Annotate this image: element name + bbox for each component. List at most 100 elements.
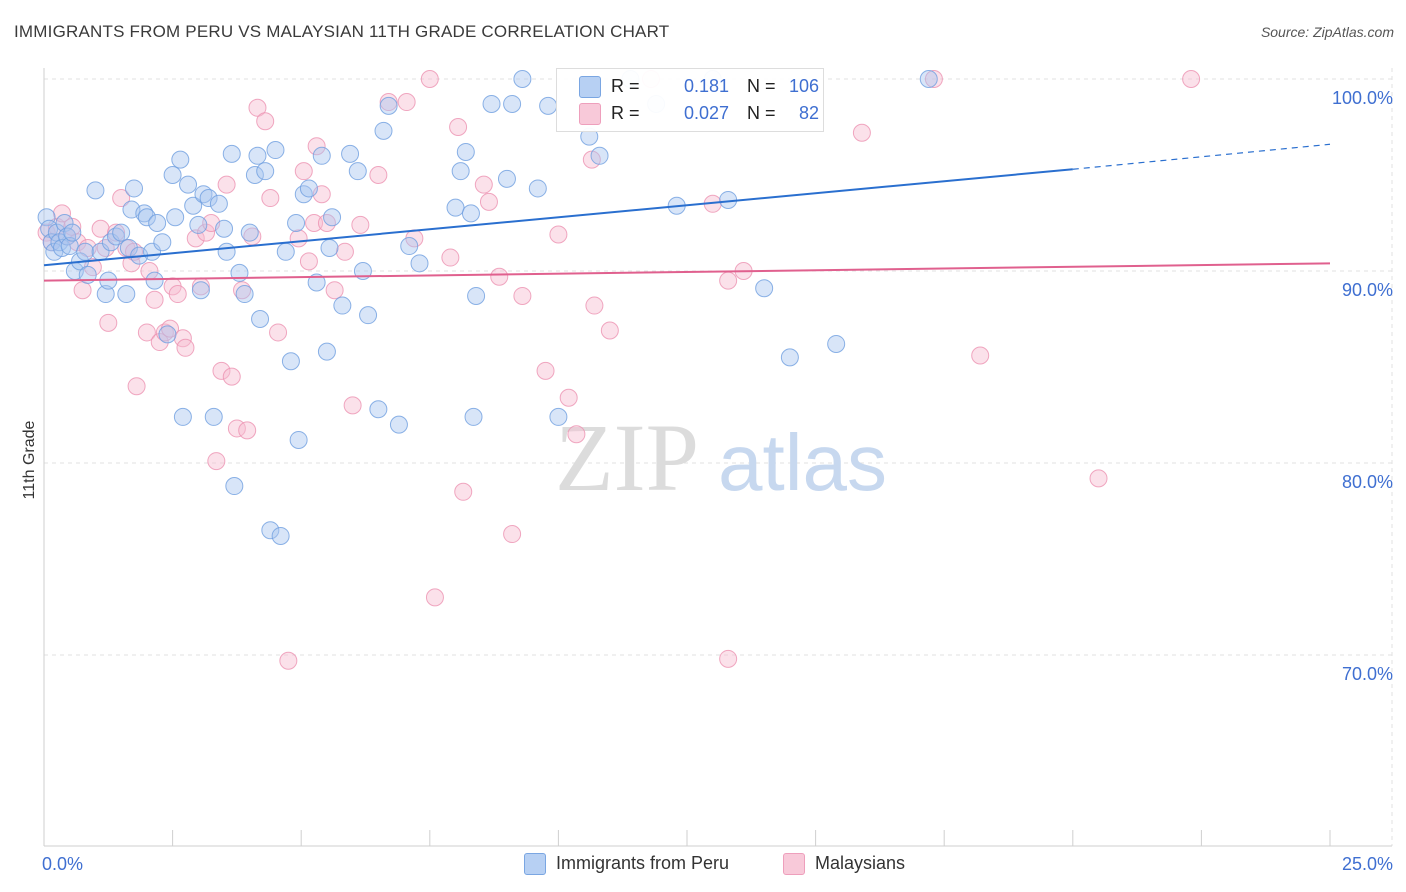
peru-point bbox=[171, 150, 190, 169]
y-tick-label: 70.0% bbox=[1342, 664, 1393, 684]
malaysians-point bbox=[212, 361, 231, 380]
legend-r-label: R = bbox=[611, 103, 640, 123]
peru-point bbox=[755, 279, 774, 298]
malaysians-point bbox=[536, 361, 555, 380]
peru-point bbox=[289, 430, 308, 449]
peru-point bbox=[125, 179, 144, 198]
peru-point bbox=[137, 208, 156, 227]
malaysians-point bbox=[351, 215, 370, 234]
malaysians-point bbox=[441, 248, 460, 267]
peru-point bbox=[37, 208, 56, 227]
peru-point bbox=[400, 237, 419, 256]
malaysians-point bbox=[600, 321, 619, 340]
malaysians-point bbox=[425, 588, 444, 607]
legend-swatch-peru bbox=[579, 76, 601, 98]
chart-title: IMMIGRANTS FROM PERU VS MALAYSIAN 11TH G… bbox=[14, 22, 670, 41]
y-tick-label: 100.0% bbox=[1332, 88, 1393, 108]
peru-point bbox=[503, 94, 522, 113]
legend-r-value: 0.027 bbox=[683, 103, 729, 123]
peru-point bbox=[112, 223, 131, 242]
malaysians-point bbox=[294, 162, 313, 181]
bottom-legend-swatch-malaysians bbox=[783, 853, 805, 875]
malaysians-point bbox=[719, 271, 738, 290]
malaysians-point bbox=[150, 333, 169, 352]
malaysians-point bbox=[503, 525, 522, 544]
peru-point bbox=[63, 223, 82, 242]
peru-point bbox=[86, 181, 105, 200]
peru-point bbox=[323, 208, 342, 227]
malaysians-point bbox=[369, 166, 388, 184]
peru-point bbox=[148, 214, 167, 232]
peru-point bbox=[276, 242, 295, 261]
malaysians-point bbox=[852, 123, 871, 142]
malaysians-trend-line bbox=[43, 262, 1331, 282]
malaysians-point bbox=[454, 482, 473, 501]
peru-point bbox=[539, 96, 558, 115]
malaysians-point bbox=[479, 192, 498, 211]
malaysians-point bbox=[343, 396, 362, 415]
peru-point bbox=[261, 521, 280, 540]
peru-point bbox=[53, 238, 72, 257]
malaysians-point bbox=[719, 649, 738, 668]
malaysians-point bbox=[137, 323, 156, 342]
bottom-legend-label-malaysians: Malaysians bbox=[815, 853, 906, 873]
malaysians-point bbox=[256, 112, 275, 131]
peru-point bbox=[389, 415, 408, 434]
peru-point bbox=[464, 407, 483, 426]
malaysians-point bbox=[474, 175, 493, 194]
peru-point bbox=[353, 262, 372, 280]
peru-point bbox=[590, 146, 609, 165]
peru-point bbox=[189, 215, 208, 234]
peru-point bbox=[245, 166, 264, 184]
malaysians-point bbox=[122, 254, 141, 273]
malaysians-point bbox=[379, 93, 398, 112]
malaysians-point bbox=[107, 223, 126, 242]
legend-swatch-malaysians bbox=[579, 103, 601, 125]
malaysians-point bbox=[307, 137, 326, 156]
malaysians-point bbox=[238, 421, 257, 440]
peru-point bbox=[374, 121, 393, 140]
malaysians-point bbox=[217, 175, 236, 194]
malaysians-point bbox=[269, 323, 288, 342]
peru-point bbox=[287, 214, 306, 232]
peru-point bbox=[153, 233, 172, 252]
peru-point bbox=[528, 179, 547, 198]
peru-point bbox=[217, 242, 236, 261]
malaysians-point bbox=[186, 229, 205, 248]
peru-point bbox=[312, 146, 331, 165]
tick-labels: 100.0% 90.0% 80.0% 70.0% 0.0% 25.0% bbox=[42, 88, 1393, 874]
peru-point bbox=[209, 194, 228, 213]
peru-point bbox=[369, 400, 388, 419]
malaysians-point bbox=[1089, 469, 1108, 488]
peru-point bbox=[497, 169, 516, 188]
peru-point bbox=[191, 281, 210, 300]
malaysians-point bbox=[299, 252, 318, 271]
malaysians-point bbox=[567, 425, 586, 444]
axes bbox=[43, 68, 1392, 847]
malaysians-point bbox=[145, 290, 164, 309]
peru-point bbox=[271, 526, 290, 545]
malaysians-point bbox=[99, 313, 118, 332]
peru-point bbox=[96, 285, 115, 304]
stats-legend: R = 0.181 N = 106 R = 0.027 N = 82 bbox=[556, 68, 824, 132]
malaysians-point bbox=[261, 189, 280, 208]
malaysians-point bbox=[168, 285, 187, 304]
malaysians-point bbox=[513, 286, 532, 305]
legend-n-value: 82 bbox=[798, 103, 819, 123]
peru-point bbox=[179, 175, 198, 194]
peru-point bbox=[215, 219, 234, 238]
peru-point bbox=[467, 286, 486, 305]
legend-r-value: 0.181 bbox=[683, 76, 729, 96]
malaysians-point bbox=[289, 229, 308, 248]
watermark-zip: ZIP bbox=[555, 404, 699, 511]
malaysians-point bbox=[222, 367, 241, 386]
peru-point bbox=[240, 223, 259, 242]
x-tick-label: 0.0% bbox=[42, 854, 83, 874]
peru-point bbox=[173, 407, 192, 426]
zipatlas-watermark: ZIP atlas bbox=[555, 404, 887, 511]
peru-point bbox=[294, 185, 313, 204]
y-tick-label: 90.0% bbox=[1342, 280, 1393, 300]
malaysians-point bbox=[420, 70, 439, 88]
peru-point bbox=[341, 144, 360, 163]
peru-point bbox=[117, 285, 136, 304]
